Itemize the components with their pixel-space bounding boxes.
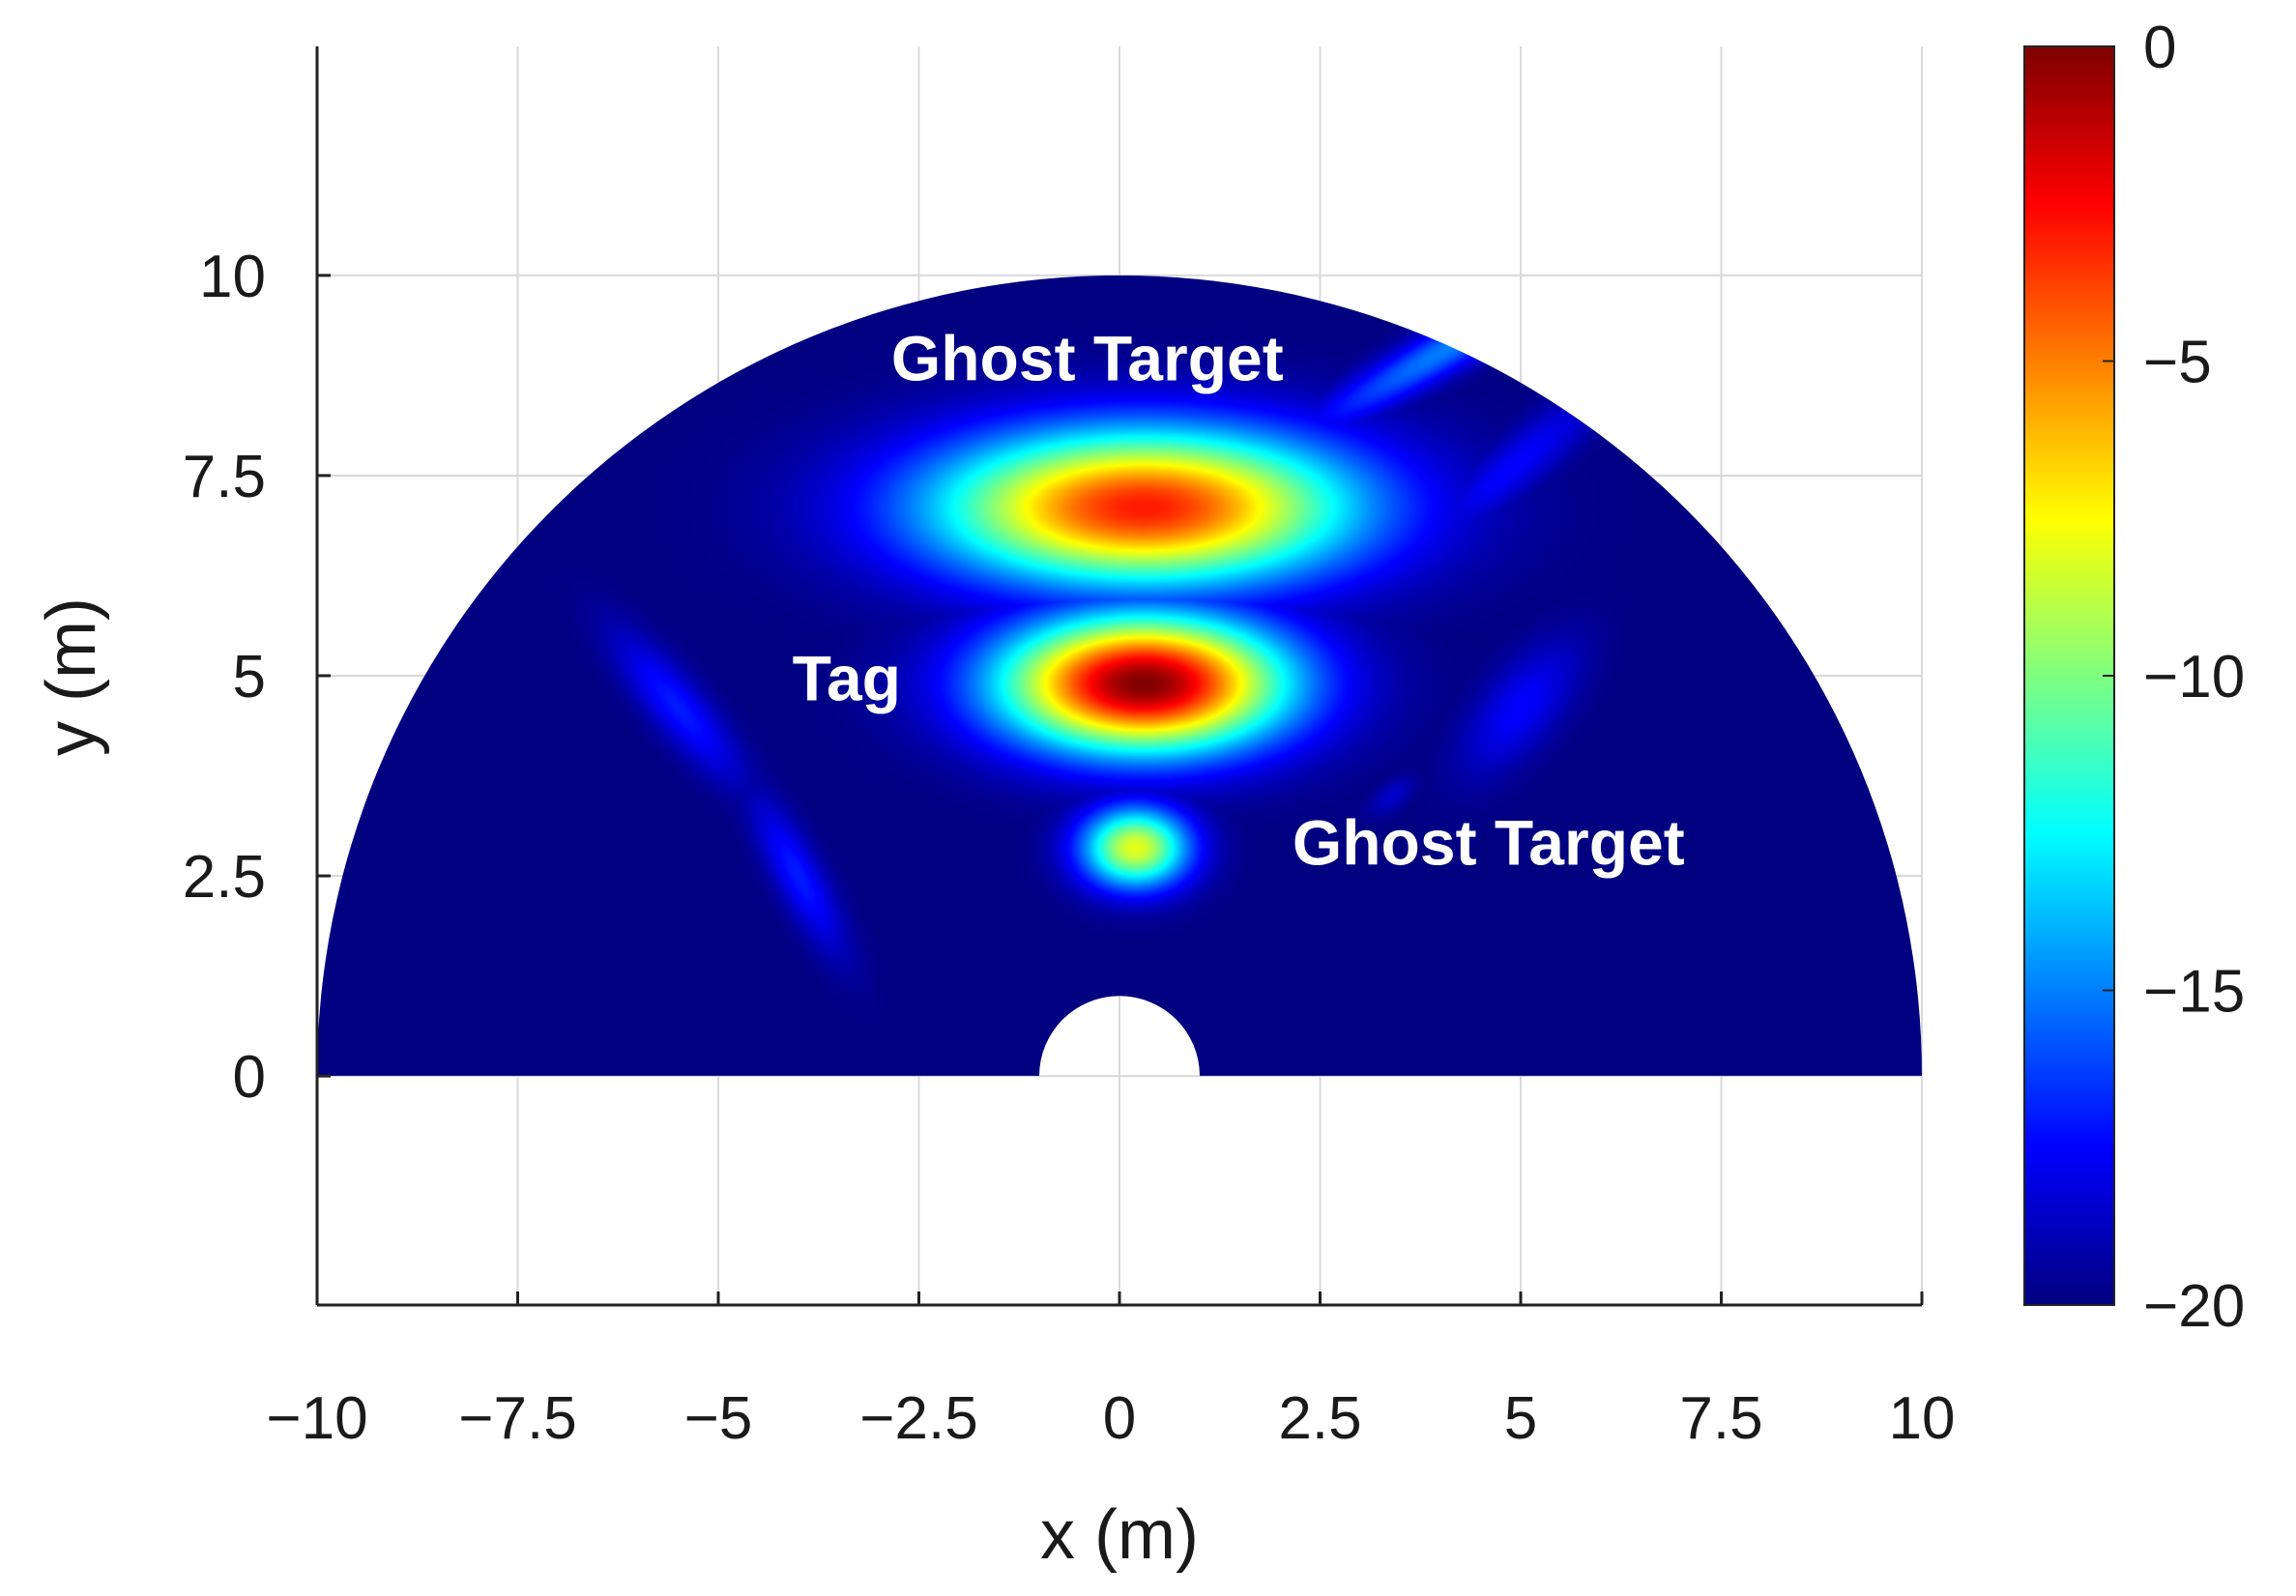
y-tick-label: 5 — [233, 644, 266, 711]
y-axis-label: y (m) — [33, 597, 110, 756]
x-tick-label: 2.5 — [1278, 1385, 1361, 1452]
x-tick-label: −10 — [266, 1385, 367, 1452]
plot-area: Ghost Target Tag Ghost Target — [315, 46, 1924, 1307]
colorbar-tick-label: 0 — [2143, 15, 2176, 81]
heatmap-field — [317, 275, 1922, 1076]
y-tick-label: 10 — [199, 244, 266, 310]
axes — [315, 46, 1924, 1307]
x-tick-label: 7.5 — [1679, 1385, 1762, 1452]
colorbar-tick-label: −5 — [2143, 330, 2212, 396]
y-tick-labels: 0 2.5 5 7.5 10 — [183, 244, 266, 1111]
colorbar: 0 −5 −10 −15 −20 — [2023, 15, 2245, 1340]
colorbar-tick-label: −10 — [2143, 644, 2245, 711]
y-tick-label: 2.5 — [183, 844, 266, 911]
colorbar-ticks: 0 −5 −10 −15 −20 — [2103, 15, 2245, 1340]
x-tick-labels: −10 −7.5 −5 −2.5 0 2.5 5 7.5 10 — [266, 1385, 1955, 1452]
annotation-label: Ghost Target — [891, 322, 1284, 393]
y-tick-label: 7.5 — [183, 444, 266, 510]
colorbar-tick-label: −20 — [2143, 1273, 2245, 1340]
x-axis-label: x (m) — [1040, 1496, 1199, 1574]
x-tick-label: 10 — [1889, 1385, 1956, 1452]
x-tick-label: 0 — [1103, 1385, 1136, 1452]
annotation-label: Tag — [793, 643, 901, 714]
annotations: Ghost Target Tag Ghost Target — [793, 322, 1685, 878]
colorbar-tick-label: −15 — [2143, 959, 2245, 1026]
colorbar-gradient — [2024, 46, 2114, 1305]
x-tick-label: −2.5 — [859, 1385, 977, 1452]
y-tick-label: 0 — [233, 1044, 266, 1111]
annotation-label: Ghost Target — [1293, 807, 1685, 879]
x-tick-label: −5 — [684, 1385, 753, 1452]
x-tick-label: −7.5 — [458, 1385, 576, 1452]
x-tick-label: 5 — [1504, 1385, 1537, 1452]
